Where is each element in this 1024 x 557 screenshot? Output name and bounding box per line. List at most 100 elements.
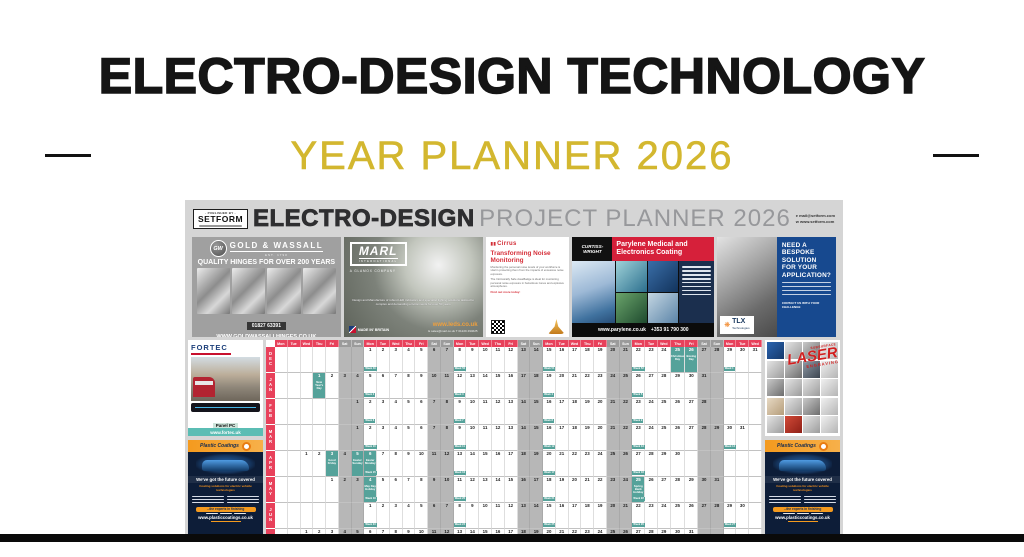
day-cell: 23 [581,529,595,534]
day-cell: 4 [389,425,403,451]
day-cell: 24 [594,451,607,477]
day-cell: 10 [479,503,492,529]
poster-title: ELECTRO-DESIGN PROJECT PLANNER 2026 [248,204,796,233]
day-cell: 10 [466,425,480,451]
day-cell: 31 [736,425,750,451]
day-cell: 28 [710,503,724,529]
day-cell: 22 Week 52 [632,347,646,373]
day-cell: 29 [657,451,671,477]
day-cell: 1 Week 49 [364,347,378,373]
day-cell: 11 [479,425,492,451]
day-cell [351,503,365,529]
day-cell [710,529,724,534]
planner-poster-image[interactable]: · PUBLISHED BY · SETFORM ELECTRO-DESIGN … [185,200,843,534]
day-cell: 12 [440,451,454,477]
day-cell: 10 [466,399,480,425]
day-cell [749,503,762,529]
publisher-email: e mail@setform.com [795,212,835,218]
day-cell: 3 [389,503,403,529]
day-cell: 1 [351,399,365,425]
plastic-coatings-headline: We've got the future covered [188,476,263,483]
electric-car-image [188,452,263,476]
day-cell: 17 [517,373,531,399]
month-label: JUL [266,529,275,534]
week-number-tag: Week 18 [632,471,645,475]
week-number-tag: Week 27 [723,523,737,527]
day-cell [338,503,352,529]
day-cell [338,347,352,373]
gold-wassall-logo-icon: GW [209,240,227,257]
day-cell: 19 [594,347,607,373]
parylene-heading: Parylene Medical and Electronics Coating [612,237,715,261]
day-cell [736,451,750,477]
day-cell [300,347,314,373]
holiday-label: Good Friday [327,457,337,465]
day-cell [300,503,314,529]
day-header: Tue [736,340,750,347]
day-cell: 5 Easter Sunday [351,451,365,477]
tlx-logo: ❋ TLX Technologies [720,316,754,334]
day-cell: 18 [581,347,595,373]
day-header: Tue [645,340,658,347]
marl-group: A GLAMOX COMPANY [349,269,396,273]
day-cell: 7 [389,373,403,399]
day-cell [749,529,762,534]
day-cell: 11 [428,529,441,534]
day-cell: 31 [749,347,762,373]
day-cell: 13 [466,373,480,399]
plastic-coatings-logo-icon [241,441,251,451]
day-cell: 14 [530,503,544,529]
day-cell: 4 [338,529,352,534]
day-cell [351,347,365,373]
day-header: Tue [466,340,480,347]
qr-code-icon [490,320,505,334]
day-cell: 7 [377,529,390,534]
day-cell [326,347,339,373]
day-header: Thu [313,340,327,347]
day-cell: 26 [619,529,633,534]
day-cell [275,503,288,529]
right-dash [933,154,979,157]
day-cell: 23 [594,373,607,399]
day-cell [326,399,339,425]
published-by-label: · PUBLISHED BY · [205,210,236,215]
day-cell: 31 [698,373,711,399]
day-cell: 1 [326,477,339,503]
day-cell: 18 [517,529,531,534]
day-cell: 14 [517,425,531,451]
day-cell: 4 [338,451,352,477]
day-cell: 16 [517,477,531,503]
day-cell: 28 [657,373,671,399]
week-number-tag: Week 23 [364,523,377,527]
curtiss-wright-logo: CURTISS- WRIGHT [572,237,613,261]
day-cell: 26 [619,451,633,477]
gold-wassall-tagline: QUALITY HINGES FOR OVER 200 YEARS [197,259,336,266]
day-cell: 25 [606,451,620,477]
day-cell: 10 [415,451,429,477]
day-cell: 23 Week 9 [632,399,646,425]
day-cell: 21 [619,347,633,373]
day-cell: 4 [351,373,365,399]
day-header: Sat [606,340,620,347]
day-header: Wed [749,340,762,347]
publisher-logo: · PUBLISHED BY · SETFORM [193,208,249,229]
cirrus-logo: Cirrus [491,241,565,247]
day-header: Sat [338,340,352,347]
day-cell [287,529,301,534]
day-cell: 8 [402,373,416,399]
day-cell [338,425,352,451]
page-subtitle: YEAR PLANNER 2026 [290,134,734,179]
day-cell [313,347,327,373]
day-cell: 20 Week 17 [543,451,556,477]
day-cell: 6 [428,347,441,373]
day-cell [749,477,762,503]
day-cell: 7 [440,347,454,373]
day-cell: 23 [606,477,620,503]
gold-wassall-est: EST. 1790 [264,252,288,257]
day-cell: 2 [377,503,390,529]
day-cell: 12 [440,529,454,534]
day-cell [749,399,762,425]
